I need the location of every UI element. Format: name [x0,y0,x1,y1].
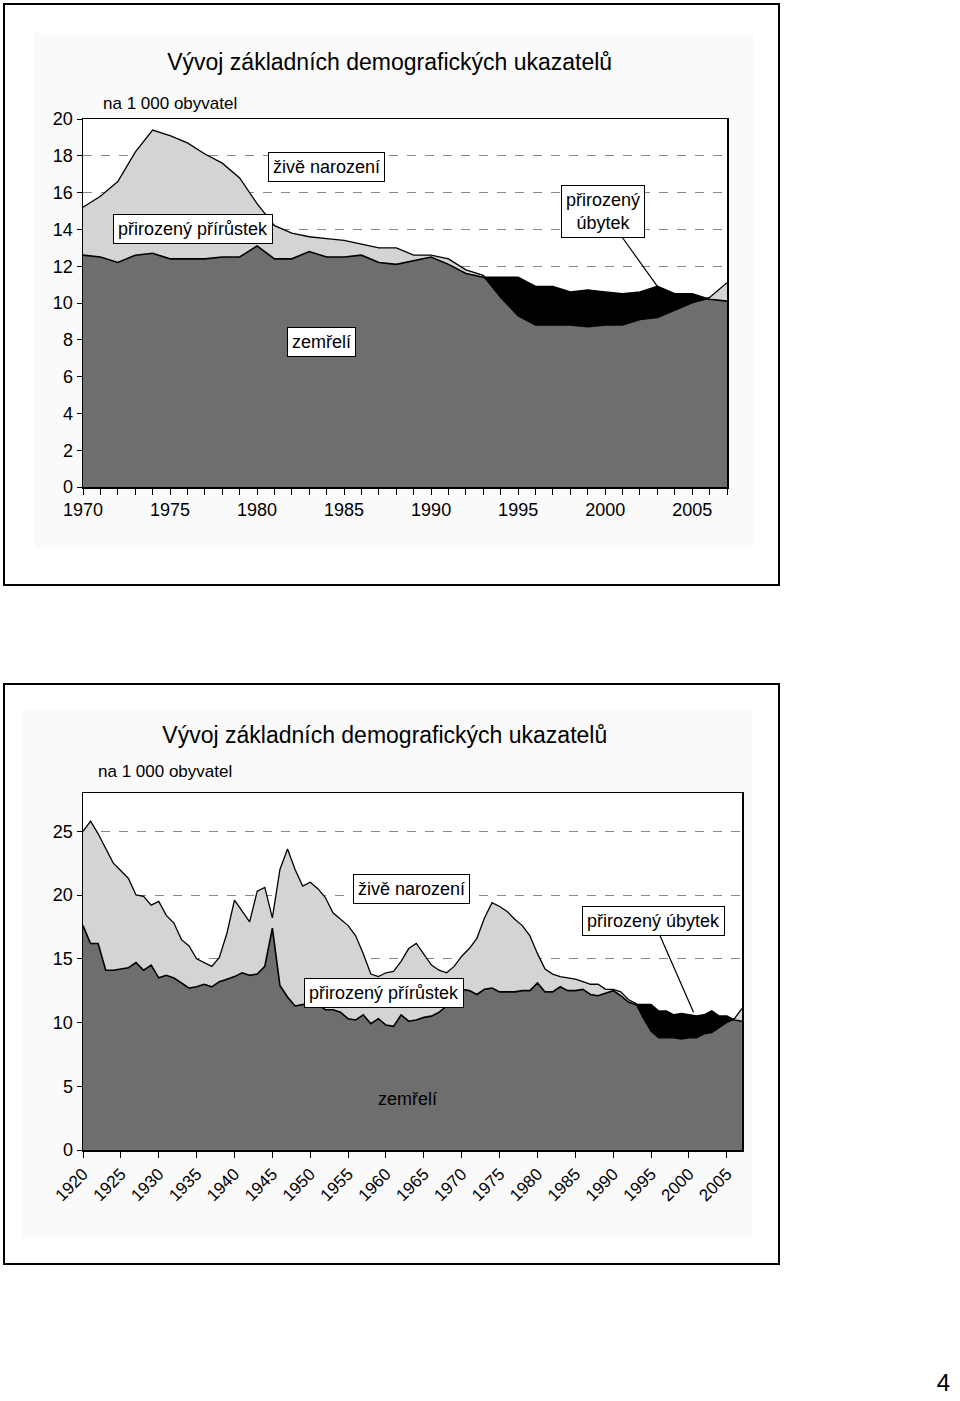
svg-text:10: 10 [53,1013,73,1033]
svg-text:1990: 1990 [582,1165,622,1205]
svg-text:4: 4 [63,404,73,424]
svg-text:2000: 2000 [585,500,625,520]
svg-text:8: 8 [63,330,73,350]
svg-text:1995: 1995 [498,500,538,520]
svg-text:přirozený přírůstek: přirozený přírůstek [118,219,268,239]
svg-text:na 1 000 obyvatel: na 1 000 obyvatel [103,94,237,113]
svg-text:1995: 1995 [620,1165,660,1205]
svg-text:1985: 1985 [324,500,364,520]
svg-text:6: 6 [63,367,73,387]
svg-text:1935: 1935 [165,1165,205,1205]
svg-text:1925: 1925 [90,1165,130,1205]
svg-text:1955: 1955 [317,1165,357,1205]
svg-text:živě narození: živě narození [273,157,380,177]
svg-text:1945: 1945 [241,1165,281,1205]
svg-text:na 1 000 obyvatel: na 1 000 obyvatel [98,762,232,781]
svg-text:1975: 1975 [150,500,190,520]
svg-text:0: 0 [63,1140,73,1160]
svg-text:2: 2 [63,441,73,461]
svg-text:1990: 1990 [411,500,451,520]
svg-text:1980: 1980 [506,1165,546,1205]
svg-text:Vývoj základních demografickýc: Vývoj základních demografických ukazatel… [167,49,612,75]
svg-text:zemřelí: zemřelí [378,1089,437,1109]
svg-text:15: 15 [53,949,73,969]
svg-text:14: 14 [53,220,73,240]
svg-text:16: 16 [53,183,73,203]
svg-text:1980: 1980 [237,500,277,520]
svg-text:1960: 1960 [355,1165,395,1205]
svg-text:5: 5 [63,1077,73,1097]
svg-text:12: 12 [53,257,73,277]
svg-text:2005: 2005 [672,500,712,520]
svg-text:živě narození: živě narození [358,879,465,899]
svg-text:1985: 1985 [544,1165,584,1205]
svg-text:1970: 1970 [63,500,103,520]
svg-text:1940: 1940 [203,1165,243,1205]
svg-text:1950: 1950 [279,1165,319,1205]
svg-text:zemřelí: zemřelí [292,332,351,352]
svg-text:1975: 1975 [468,1165,508,1205]
svg-text:1970: 1970 [430,1165,470,1205]
svg-text:20: 20 [53,885,73,905]
svg-text:1930: 1930 [127,1165,167,1205]
svg-text:25: 25 [53,822,73,842]
svg-text:2000: 2000 [658,1165,698,1205]
svg-text:18: 18 [53,146,73,166]
svg-text:přirozený úbytek: přirozený úbytek [587,911,720,931]
html-text:4: 4 [936,1369,950,1396]
svg-text:2005: 2005 [696,1165,736,1205]
svg-text:přirozenýúbytek: přirozenýúbytek [566,190,640,233]
svg-text:0: 0 [63,477,73,497]
svg-text:10: 10 [53,293,73,313]
svg-text:přirozený přírůstek: přirozený přírůstek [309,983,459,1003]
svg-text:Vývoj základních demografickýc: Vývoj základních demografických ukazatel… [162,722,607,748]
svg-text:1920: 1920 [52,1165,92,1205]
svg-text:1965: 1965 [393,1165,433,1205]
svg-text:20: 20 [53,109,73,129]
